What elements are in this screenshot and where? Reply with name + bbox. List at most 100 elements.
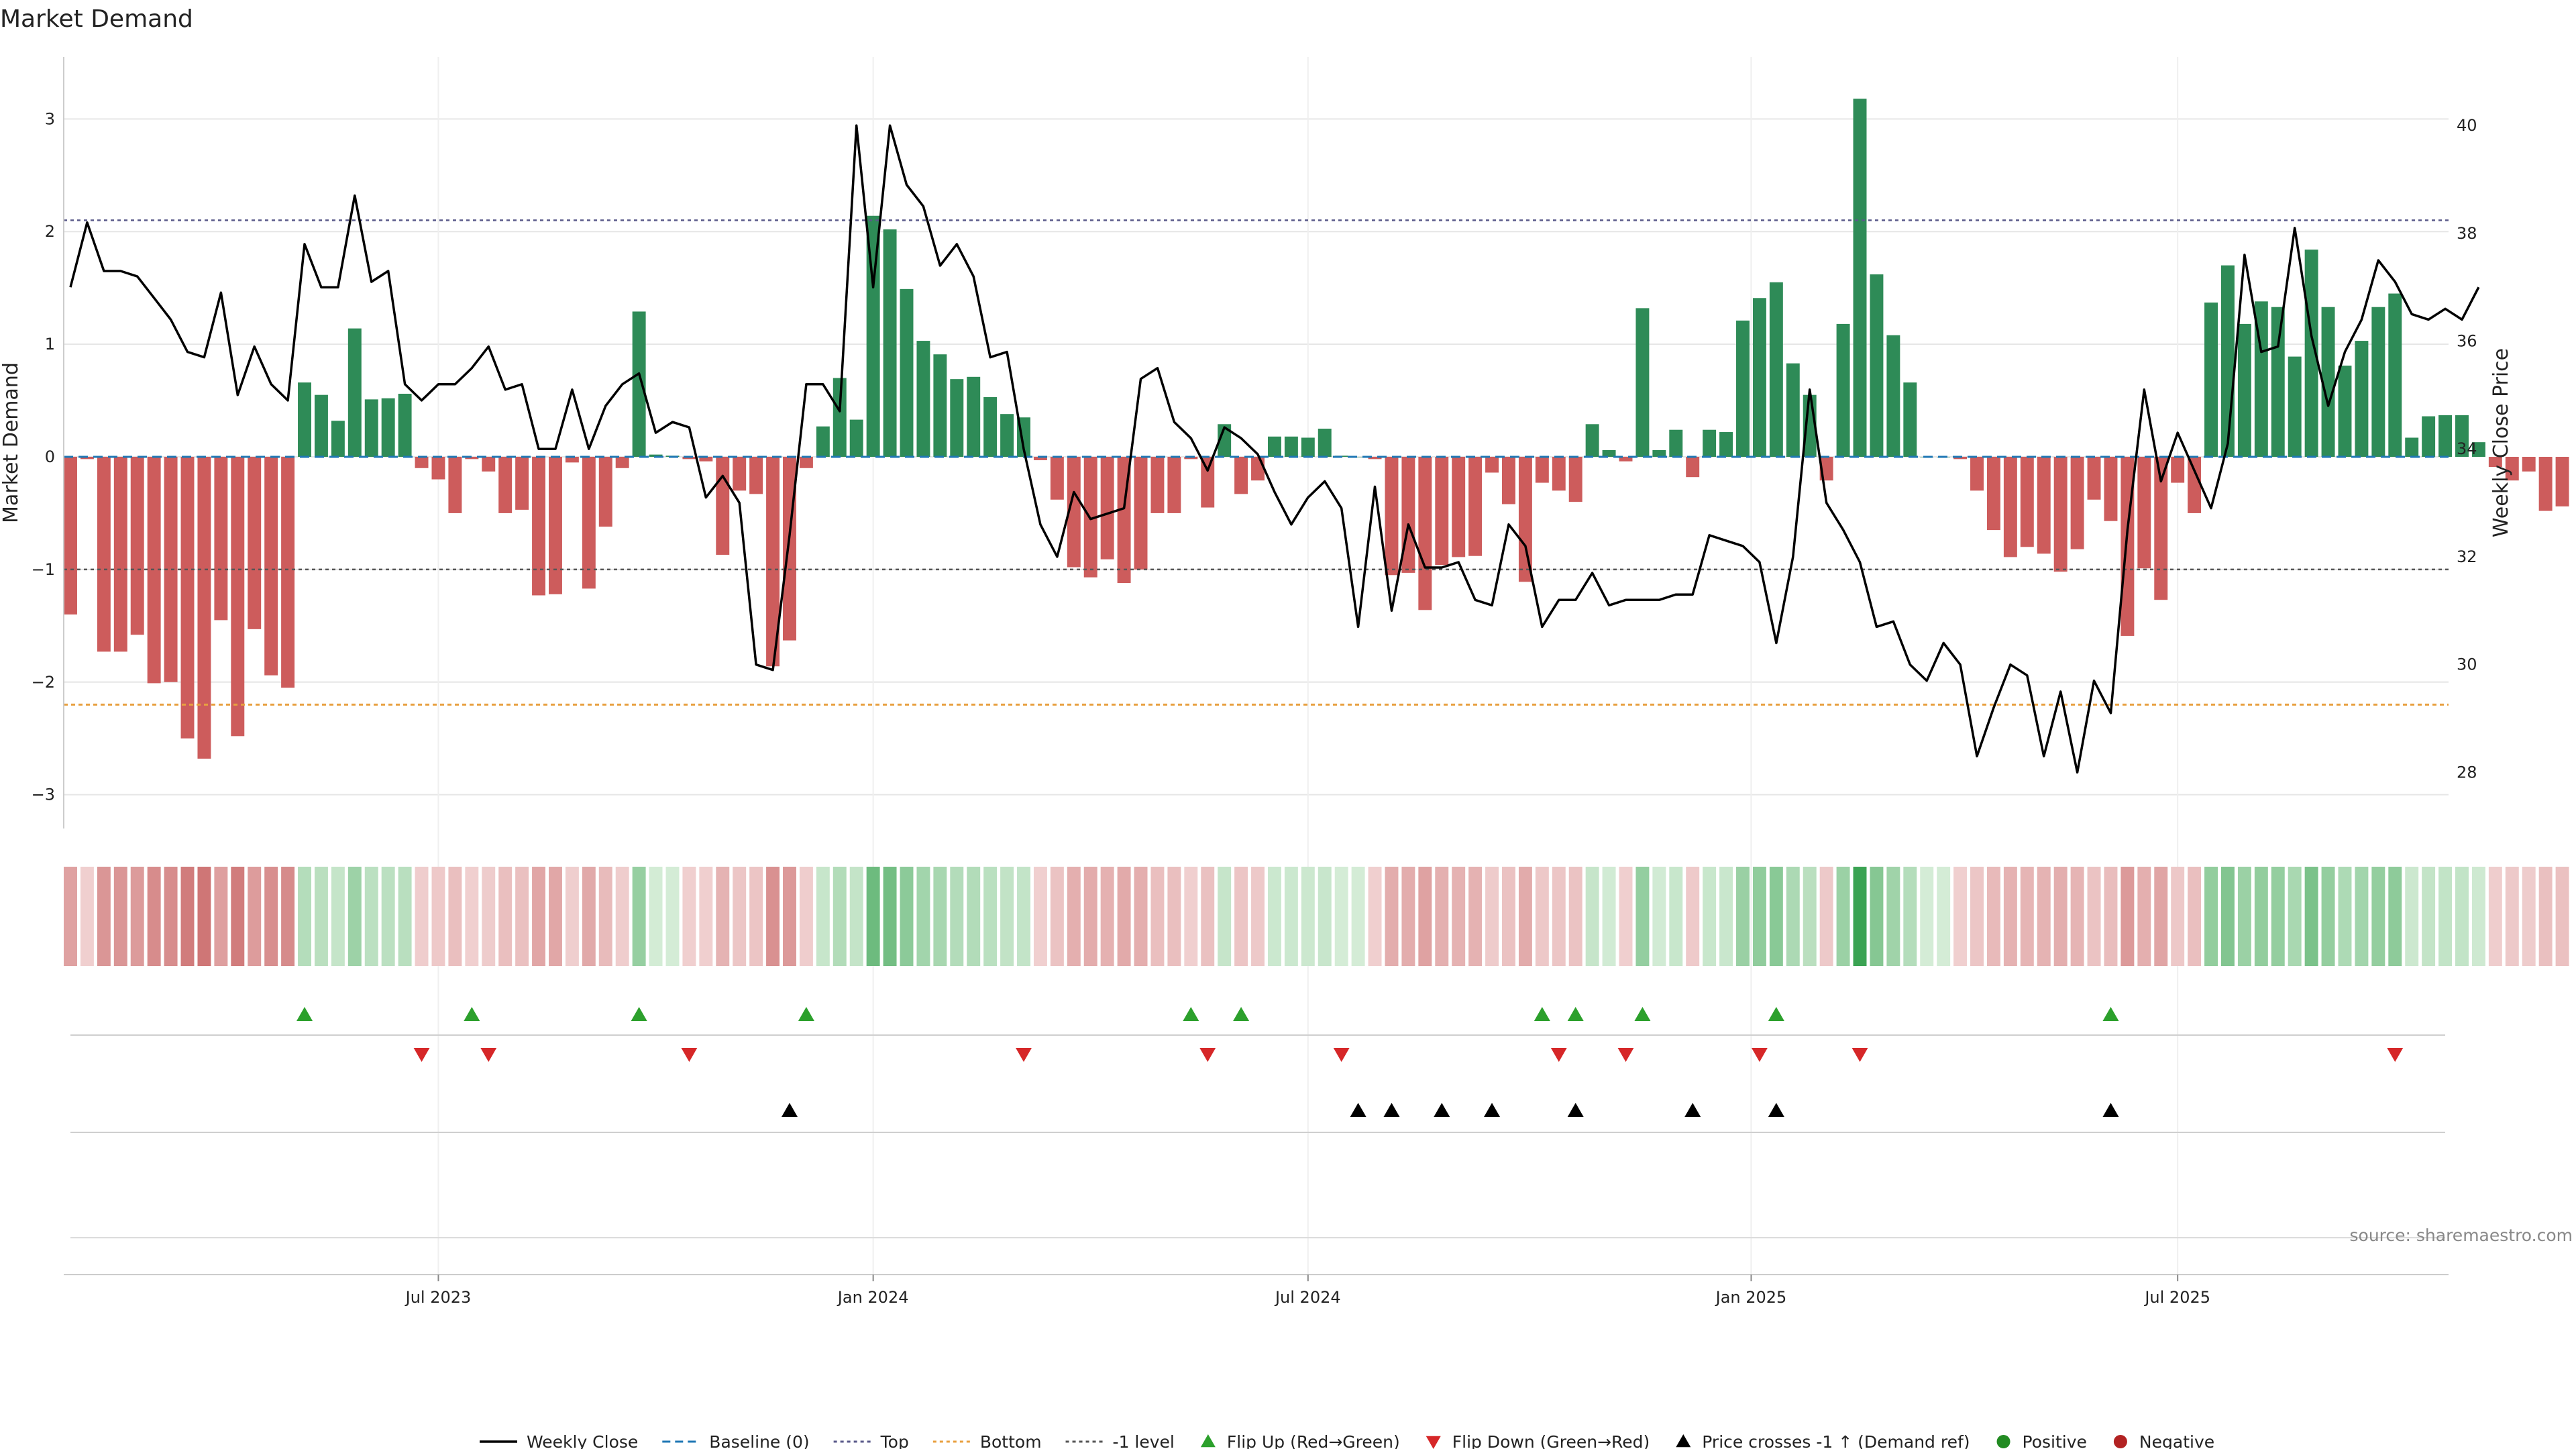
heat-cell bbox=[2538, 867, 2553, 966]
heat-cell bbox=[1218, 867, 1232, 966]
heat-cell bbox=[2020, 867, 2034, 966]
demand-bar bbox=[2020, 456, 2034, 547]
demand-bar bbox=[2455, 415, 2469, 457]
heat-cell bbox=[1920, 867, 1934, 966]
heat-cell bbox=[97, 867, 111, 966]
demand-bar bbox=[699, 456, 713, 462]
demand-bar bbox=[298, 382, 311, 457]
heat-cell bbox=[649, 867, 663, 966]
demand-bar bbox=[1786, 363, 1800, 457]
demand-bar bbox=[1301, 437, 1315, 457]
heat-cell bbox=[1000, 867, 1014, 966]
heat-cell bbox=[465, 867, 479, 966]
demand-bar bbox=[799, 456, 813, 468]
heat-cell bbox=[2171, 867, 2185, 966]
legend-item: Negative bbox=[2113, 1432, 2214, 1449]
demand-bar bbox=[231, 456, 245, 737]
legend-item: Price crosses -1 ↑ (Demand ref) bbox=[1676, 1432, 1970, 1449]
demand-bar bbox=[2338, 366, 2352, 457]
heat-cell bbox=[1719, 867, 1733, 966]
flip-up-marker bbox=[1567, 1007, 1584, 1021]
heat-cell bbox=[398, 867, 412, 966]
heat-cell bbox=[582, 867, 596, 966]
heat-cell bbox=[2405, 867, 2419, 966]
heat-cell bbox=[2104, 867, 2118, 966]
flip-down-marker bbox=[2387, 1048, 2404, 1062]
heat-cell bbox=[2254, 867, 2268, 966]
heat-cell bbox=[615, 867, 629, 966]
demand-bar bbox=[816, 426, 830, 457]
heat-cell bbox=[1602, 867, 1616, 966]
demand-bar bbox=[1686, 456, 1700, 478]
heat-cell bbox=[716, 867, 730, 966]
flip-up-marker bbox=[798, 1007, 814, 1021]
demand-bar bbox=[532, 456, 546, 596]
heat-cell bbox=[331, 867, 345, 966]
legend-label: Flip Down (Green→Red) bbox=[1452, 1432, 1650, 1449]
legend-label: Baseline (0) bbox=[709, 1432, 809, 1449]
heat-cell bbox=[2422, 867, 2436, 966]
heat-cell bbox=[248, 867, 262, 966]
demand-bar bbox=[2438, 415, 2453, 457]
legend-label: -1 level bbox=[1113, 1432, 1175, 1449]
heat-cell bbox=[1736, 867, 1750, 966]
heat-cell bbox=[1318, 867, 1332, 966]
legend-label: Flip Up (Red→Green) bbox=[1227, 1432, 1400, 1449]
demand-bar bbox=[465, 456, 479, 460]
heat-cell bbox=[665, 867, 680, 966]
demand-bar bbox=[97, 456, 111, 652]
heat-cell bbox=[1401, 867, 1415, 966]
price-cross-marker bbox=[1567, 1103, 1584, 1117]
legend-swatch-dot bbox=[1996, 1435, 2010, 1448]
x-tick-label: Jan 2025 bbox=[1715, 1288, 1787, 1307]
demand-bar bbox=[398, 393, 412, 457]
heat-cell bbox=[482, 867, 496, 966]
demand-bar bbox=[2522, 456, 2536, 472]
demand-bar bbox=[1050, 456, 1064, 500]
demand-bar bbox=[498, 456, 513, 513]
demand-bar bbox=[281, 456, 295, 688]
heat-cell bbox=[1535, 867, 1549, 966]
legend-label: Bottom bbox=[980, 1432, 1042, 1449]
legend-item: Flip Up (Red→Green) bbox=[1200, 1432, 1400, 1449]
heat-cell bbox=[1251, 867, 1265, 966]
heat-cell bbox=[933, 867, 947, 966]
demand-bar bbox=[248, 456, 262, 629]
heat-cell bbox=[883, 867, 897, 966]
legend-swatch-dot bbox=[2113, 1435, 2127, 1448]
price-line-layer bbox=[69, 124, 2480, 774]
heat-cell bbox=[314, 867, 328, 966]
heat-cell bbox=[950, 867, 964, 966]
demand-bar bbox=[548, 456, 562, 594]
heat-cell bbox=[900, 867, 914, 966]
flip-up-marker bbox=[464, 1007, 480, 1021]
weekly-close-line bbox=[69, 124, 2480, 774]
demand-bar bbox=[1485, 456, 1499, 473]
demand-bar bbox=[1368, 456, 1382, 460]
demand-bar bbox=[1953, 456, 1968, 460]
heat-cell bbox=[197, 867, 211, 966]
x-tick-label: Jul 2025 bbox=[2143, 1288, 2210, 1307]
heat-cell bbox=[515, 867, 529, 966]
heat-cell bbox=[80, 867, 94, 966]
x-tick-label: Jan 2024 bbox=[837, 1288, 909, 1307]
heat-cell bbox=[1686, 867, 1700, 966]
demand-bar bbox=[1067, 456, 1081, 568]
demand-bar bbox=[2171, 456, 2185, 483]
left-tick-label: 2 bbox=[45, 222, 55, 241]
demand-bar bbox=[2555, 456, 2569, 506]
heat-cell bbox=[2488, 867, 2502, 966]
heat-cell bbox=[231, 867, 245, 966]
flip-down-marker bbox=[480, 1048, 497, 1062]
heat-cell bbox=[1167, 867, 1181, 966]
legend-item: Bottom bbox=[932, 1432, 1042, 1449]
heat-cell bbox=[1652, 867, 1666, 966]
demand-bar bbox=[314, 394, 328, 457]
heat-cell bbox=[347, 867, 362, 966]
demand-bar bbox=[1167, 456, 1181, 513]
heat-cell bbox=[766, 867, 780, 966]
demand-bar bbox=[1552, 456, 1566, 491]
heat-cell bbox=[1234, 867, 1248, 966]
heat-cell bbox=[2271, 867, 2285, 966]
heat-cell bbox=[699, 867, 713, 966]
